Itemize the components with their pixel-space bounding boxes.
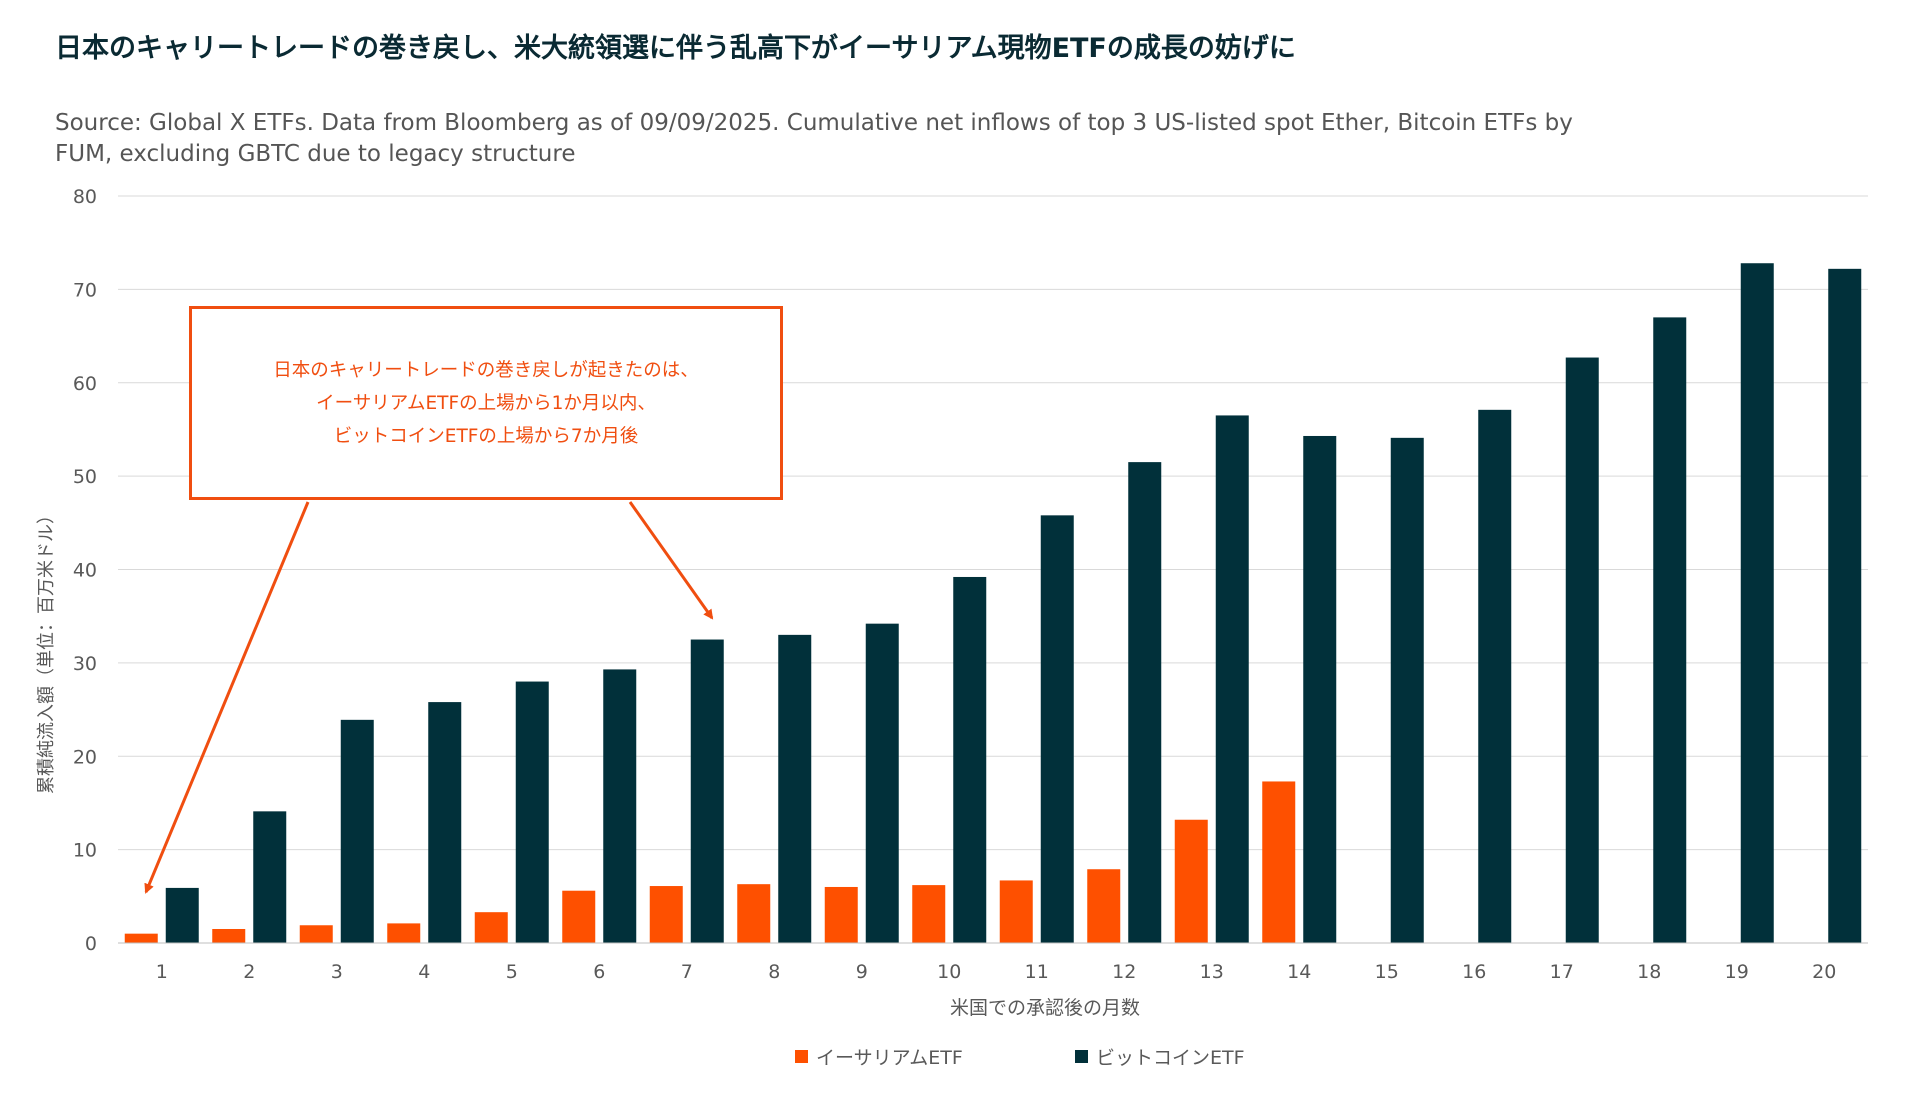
legend-label-ether: イーサリアムETF bbox=[816, 1047, 963, 1069]
y-tick-label: 70 bbox=[73, 279, 97, 301]
bitcoin-bar bbox=[1215, 415, 1249, 943]
y-axis-label: 累積純流入額（単位：百万米ドル） bbox=[36, 506, 57, 794]
y-tick-label: 40 bbox=[73, 560, 97, 582]
y-tick-label: 80 bbox=[73, 186, 97, 208]
x-tick-label: 11 bbox=[1025, 961, 1049, 983]
legend-swatch-bitcoin bbox=[1075, 1050, 1088, 1063]
x-tick-label: 3 bbox=[331, 961, 343, 983]
bitcoin-bar bbox=[1128, 462, 1162, 943]
bitcoin-bar bbox=[515, 681, 549, 943]
x-tick-label: 15 bbox=[1375, 961, 1399, 983]
x-tick-label: 10 bbox=[937, 961, 961, 983]
ether-bar bbox=[649, 886, 683, 943]
bitcoin-bar bbox=[1303, 435, 1337, 943]
annotation-arrows bbox=[144, 501, 714, 894]
x-tick-label: 1 bbox=[156, 961, 168, 983]
ether-bar bbox=[299, 925, 333, 943]
bitcoin-bar bbox=[1565, 357, 1599, 943]
y-tick-label: 10 bbox=[73, 840, 97, 862]
ether-bar bbox=[824, 886, 858, 943]
bitcoin-bar bbox=[1740, 263, 1774, 944]
x-tick-label: 16 bbox=[1462, 961, 1486, 983]
legend-swatch-ether bbox=[795, 1050, 808, 1063]
y-tick-label: 30 bbox=[73, 653, 97, 675]
ether-bar bbox=[474, 912, 508, 943]
ether-bar bbox=[737, 884, 771, 943]
x-tick-label: 20 bbox=[1812, 961, 1836, 983]
bitcoin-bar bbox=[1828, 268, 1862, 943]
y-tick-label: 20 bbox=[73, 746, 97, 768]
chart-title: 日本のキャリートレードの巻き戻し、米大統領選に伴う乱高下がイーサリアム現物ETF… bbox=[55, 33, 1296, 64]
chart-subtitle: Source: Global X ETFs. Data from Bloombe… bbox=[55, 110, 1573, 167]
ether-bar bbox=[562, 890, 596, 943]
x-tick-label: 18 bbox=[1637, 961, 1661, 983]
bars bbox=[124, 263, 1862, 944]
legend: イーサリアムETF ビットコインETF bbox=[0, 1043, 1920, 1073]
x-tick-label: 7 bbox=[681, 961, 693, 983]
bitcoin-bar bbox=[778, 634, 812, 943]
x-tick-label: 4 bbox=[418, 961, 430, 983]
legend-item-bitcoin: ビットコインETF bbox=[1075, 1043, 1245, 1070]
x-tick-label: 14 bbox=[1287, 961, 1311, 983]
x-tick-label: 6 bbox=[593, 961, 605, 983]
ether-bar bbox=[912, 885, 946, 943]
ether-bar bbox=[999, 880, 1033, 943]
x-tick-label: 5 bbox=[506, 961, 518, 983]
ether-bar bbox=[1087, 869, 1121, 943]
ether-bar bbox=[387, 923, 421, 943]
annotation-arrow-ether bbox=[144, 501, 310, 894]
bitcoin-bar bbox=[1653, 317, 1687, 943]
bitcoin-bar bbox=[1390, 437, 1424, 943]
x-tick-label: 17 bbox=[1550, 961, 1574, 983]
bitcoin-bar bbox=[340, 719, 374, 943]
bitcoin-bar bbox=[428, 702, 462, 943]
annotation-line: ビットコインETFの上場から7か月後 bbox=[333, 425, 639, 447]
annotation-arrow-bitcoin bbox=[628, 501, 714, 620]
bitcoin-bar bbox=[865, 623, 899, 943]
ether-bar bbox=[124, 933, 158, 943]
y-tick-label: 50 bbox=[73, 466, 97, 488]
ether-bar bbox=[212, 928, 246, 943]
bitcoin-bar bbox=[953, 576, 987, 943]
x-tick-label: 19 bbox=[1725, 961, 1749, 983]
legend-label-bitcoin: ビットコインETF bbox=[1096, 1047, 1245, 1069]
ether-bar bbox=[1262, 781, 1296, 943]
gridlines bbox=[118, 195, 1868, 851]
bitcoin-bar bbox=[253, 811, 287, 943]
bitcoin-bar bbox=[1478, 409, 1512, 943]
x-tick-label: 13 bbox=[1200, 961, 1224, 983]
ether-bar bbox=[1174, 819, 1208, 943]
x-tick-label: 9 bbox=[856, 961, 868, 983]
x-axis-label: 米国での承認後の月数 bbox=[950, 997, 1140, 1019]
x-tick-label: 8 bbox=[768, 961, 780, 983]
annotation-line: 日本のキャリートレードの巻き戻しが起きたのは、 bbox=[273, 359, 699, 381]
x-tick-label: 2 bbox=[243, 961, 255, 983]
x-tick-label: 12 bbox=[1112, 961, 1136, 983]
legend-item-ether: イーサリアムETF bbox=[795, 1043, 963, 1070]
y-tick-label: 60 bbox=[73, 373, 97, 395]
annotation-callout: 日本のキャリートレードの巻き戻しが起きたのは、 イーサリアムETFの上場から1か… bbox=[189, 306, 783, 500]
bitcoin-bar bbox=[603, 669, 637, 943]
y-tick-label: 0 bbox=[85, 933, 97, 955]
bitcoin-bar bbox=[1040, 515, 1074, 943]
annotation-line: イーサリアムETFの上場から1か月以内、 bbox=[316, 392, 656, 414]
bitcoin-bar bbox=[690, 639, 724, 943]
bitcoin-bar bbox=[165, 887, 199, 943]
